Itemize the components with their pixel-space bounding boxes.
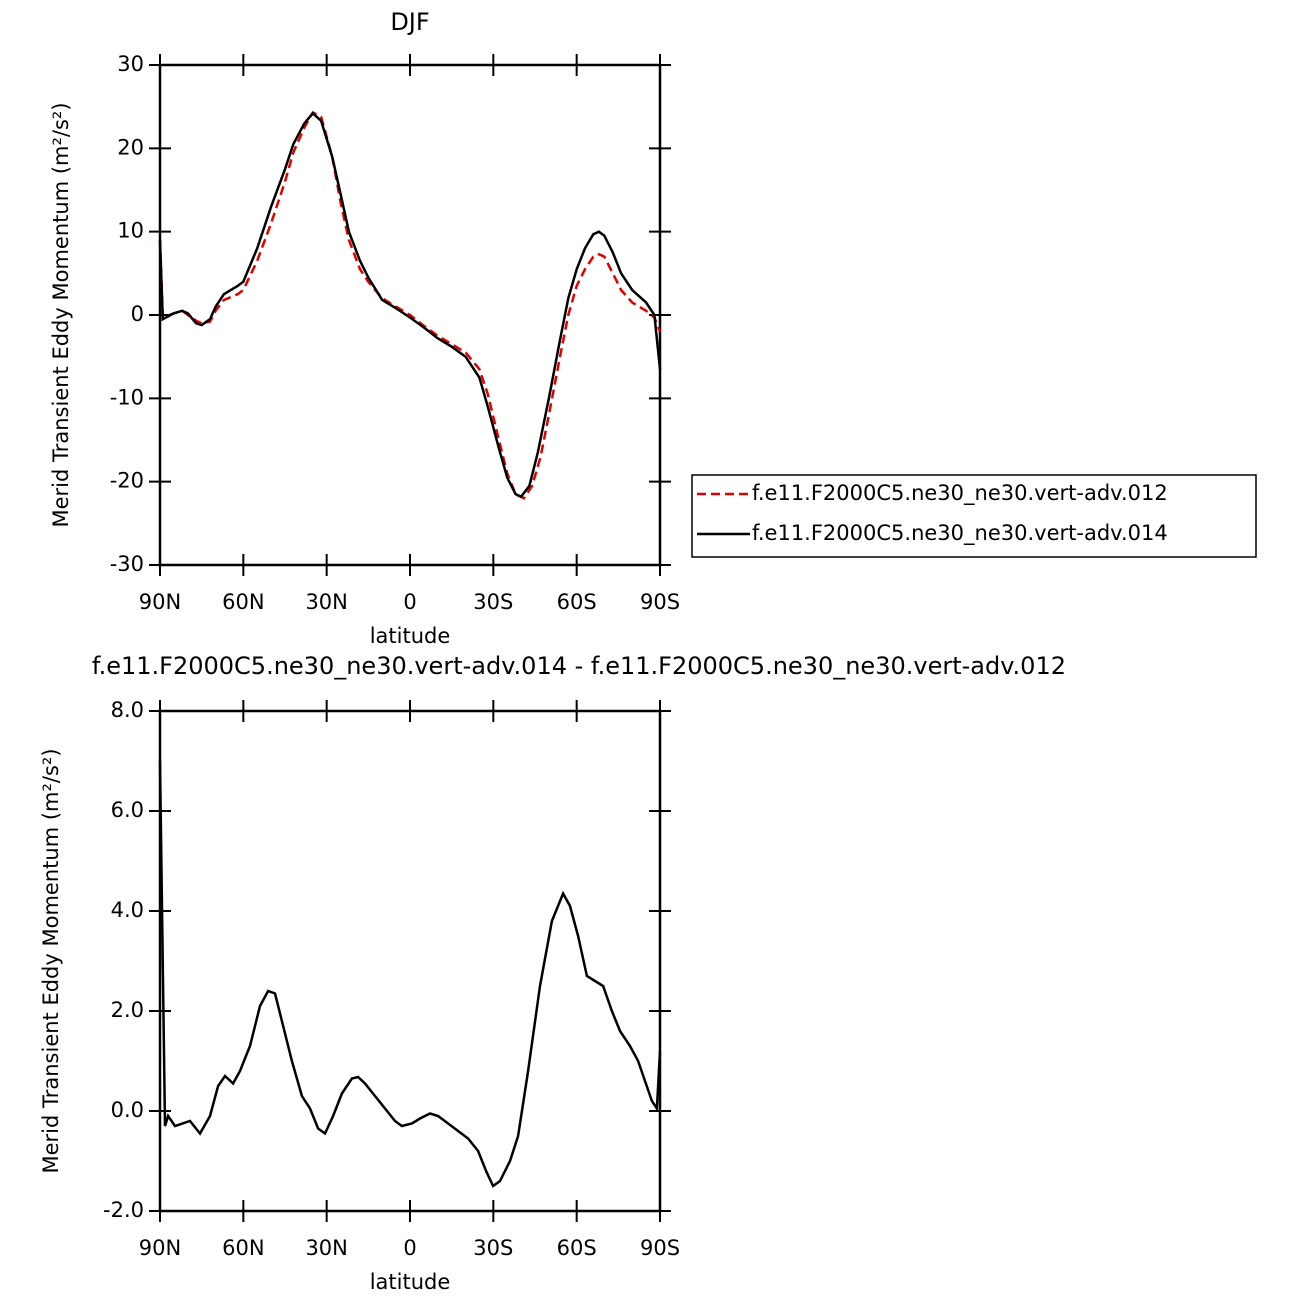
x-tick-label: 60S: [557, 1236, 597, 1260]
y-tick-label: 30: [117, 52, 144, 76]
x-tick-label: 30S: [473, 1236, 513, 1260]
y-tick-label: -10: [110, 385, 144, 409]
x-tick-label: 60S: [557, 590, 597, 614]
x-tick-label: 90N: [139, 1236, 181, 1260]
y-tick-label: 6.0: [111, 798, 144, 822]
chart-title: DJF: [390, 8, 429, 36]
x-tick-label: 90N: [139, 590, 181, 614]
y-tick-label: 0.0: [111, 1098, 144, 1122]
x-axis-label: latitude: [370, 1270, 451, 1294]
x-tick-label: 0: [403, 1236, 416, 1260]
y-tick-label: 4.0: [111, 898, 144, 922]
y-axis-label: Merid Transient Eddy Momentum (m²/s²): [49, 102, 73, 527]
x-tick-label: 90S: [640, 1236, 680, 1260]
legend-label: f.e11.F2000C5.ne30_ne30.vert-adv.012: [752, 481, 1168, 506]
data-line: [158, 111, 662, 499]
y-tick-label: 20: [117, 135, 144, 159]
y-tick-label: -2.0: [103, 1198, 144, 1222]
y-tick-label: 8.0: [111, 698, 144, 722]
plot-frame: [158, 63, 662, 567]
legend-box: [691, 474, 1257, 558]
y-tick-label: -20: [110, 469, 144, 493]
x-tick-label: 30S: [473, 590, 513, 614]
y-tick-label: -30: [110, 552, 144, 576]
y-axis-label: Merid Transient Eddy Momentum (m²/s²): [39, 748, 63, 1173]
chart-title: f.e11.F2000C5.ne30_ne30.vert-adv.014 - f…: [92, 652, 1066, 680]
x-tick-label: 30N: [305, 1236, 347, 1260]
plot-frame: [158, 709, 662, 1213]
x-tick-label: 90S: [640, 590, 680, 614]
y-tick-label: 10: [117, 219, 144, 243]
y-tick-label: 0: [131, 302, 144, 326]
x-tick-label: 0: [403, 590, 416, 614]
data-line: [158, 110, 662, 500]
x-tick-label: 60N: [222, 1236, 264, 1260]
data-line: [158, 760, 662, 1188]
legend-label: f.e11.F2000C5.ne30_ne30.vert-adv.014: [752, 521, 1168, 546]
x-axis-label: latitude: [370, 624, 451, 648]
x-tick-label: 30N: [305, 590, 347, 614]
x-tick-label: 60N: [222, 590, 264, 614]
y-tick-label: 2.0: [111, 998, 144, 1022]
